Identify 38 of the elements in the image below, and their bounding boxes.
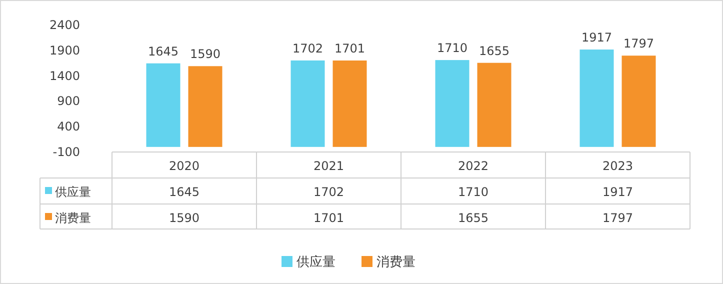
- text: 消费量: [55, 211, 91, 225]
- y-tick-label: 1400: [49, 68, 80, 83]
- text: 1797: [602, 211, 634, 225]
- bar: [435, 60, 470, 147]
- legend-label: 供应量: [55, 185, 91, 199]
- bar: [622, 56, 656, 147]
- data-label: 1655: [478, 44, 510, 58]
- text: 1917: [602, 185, 634, 199]
- bar: [188, 66, 222, 147]
- bar: [146, 63, 180, 147]
- x-tick-label: 2021: [313, 159, 344, 173]
- bar: [290, 60, 325, 147]
- x-tick-label: 2020: [168, 159, 200, 173]
- x-tick-label: 2022: [458, 159, 489, 173]
- data-label: 1710: [436, 41, 468, 56]
- bar: [477, 62, 512, 147]
- data-label: 1797: [623, 36, 654, 51]
- y-tick-label: -100: [52, 145, 80, 159]
- y-tick-label: 2400: [49, 18, 80, 32]
- text: 供应量: [296, 255, 336, 270]
- y-tick-label: 400: [57, 120, 80, 134]
- text: 1701: [313, 211, 344, 225]
- data-label: 1645: [148, 44, 179, 58]
- bar: [580, 50, 614, 147]
- y-tick-label: 1900: [49, 43, 80, 58]
- text: 1655: [458, 211, 489, 225]
- data-label: 1701: [334, 42, 366, 56]
- legend-label: 消费量: [376, 255, 416, 270]
- text: 1702: [313, 185, 344, 199]
- data-label: 1702: [292, 41, 324, 56]
- text: 1710: [458, 185, 489, 199]
- x-tick-label: 2023: [602, 159, 634, 173]
- bar: [332, 60, 367, 147]
- text: 1645: [168, 185, 200, 199]
- text: 1590: [168, 211, 200, 225]
- y-tick-label: 900: [57, 94, 80, 108]
- data-label: 1590: [190, 47, 221, 62]
- data-label: 1917: [581, 30, 612, 45]
